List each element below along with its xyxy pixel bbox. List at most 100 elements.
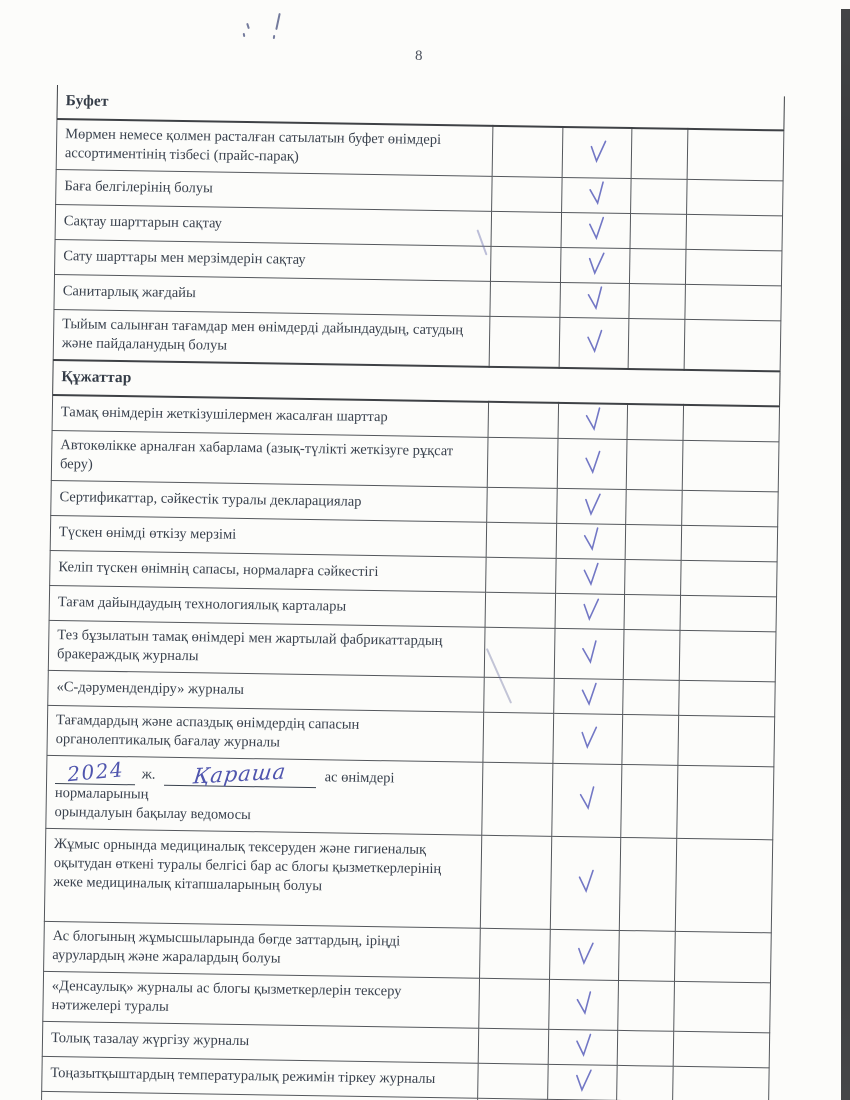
checklist-row: 2024 ж. Қараша ас өнімдері нормаларының … <box>45 755 774 840</box>
handwritten-checkmark-icon <box>585 407 600 432</box>
empty-cell <box>627 404 684 441</box>
handwritten-checkmark-icon <box>590 140 606 163</box>
handwritten-checkmark-icon <box>583 562 599 587</box>
check-cell <box>558 402 628 440</box>
empty-cell <box>680 595 777 632</box>
handwritten-checkmark-icon <box>586 329 602 353</box>
checklist-row: «Денсаулық» журналы ас блогы қызметкерле… <box>42 971 771 1033</box>
empty-cell <box>618 930 676 982</box>
checklist-row: Тоңазытқыштардың температуралық режимін … <box>41 1056 770 1100</box>
handwritten-year: 2024 <box>65 757 125 787</box>
row-label: Ас блогының жұмысшыларында бөгде заттард… <box>43 921 481 979</box>
empty-cell <box>630 213 687 250</box>
empty-cell <box>681 525 778 562</box>
empty-cell <box>628 283 686 320</box>
check-cell <box>559 317 629 370</box>
empty-cell <box>682 404 780 442</box>
empty-cell <box>685 249 783 286</box>
row-label: 2024 ж. Қараша ас өнімдері нормаларының … <box>45 755 483 836</box>
empty-cell <box>675 838 773 933</box>
checklist-body: Буфет Мөрмен немесе қолмен расталған саты… <box>40 85 785 1100</box>
checklist-row: Жұмыс орнында медициналық тексеруден жән… <box>44 828 773 933</box>
empty-cell <box>629 248 686 285</box>
handwritten-checkmark-icon <box>575 1033 591 1058</box>
empty-cell <box>674 931 772 983</box>
check-cell <box>555 558 626 595</box>
row-label: Мөрмен немесе қолмен расталған сатылатын… <box>56 119 493 177</box>
handwritten-checkmark-icon <box>588 181 604 206</box>
empty-cell <box>622 679 680 716</box>
handwritten-checkmark-icon <box>583 527 598 552</box>
empty-cell <box>626 439 683 491</box>
empty-cell <box>617 980 675 1032</box>
empty-cell <box>679 630 777 682</box>
check-cell <box>552 713 623 765</box>
empty-cell <box>684 319 781 372</box>
fill-in-blank-year: 2024 <box>55 757 136 787</box>
checklist-row: Сату шарттары мен мерзімдерін сақтау <box>54 239 783 286</box>
handwritten-month: Қараша <box>192 759 289 789</box>
checklist-row: Санитарлық жағдайы <box>53 274 782 321</box>
handwritten-checkmark-icon <box>577 941 594 965</box>
check-cell <box>548 1029 618 1066</box>
empty-cell <box>492 125 563 178</box>
empty-cell <box>481 762 553 837</box>
check-cell <box>553 678 624 715</box>
empty-cell <box>677 715 775 767</box>
empty-cell <box>485 557 557 594</box>
empty-cell <box>487 437 559 489</box>
checklist-row: Автокөлікке арналған хабарлама (азық-түл… <box>51 430 780 492</box>
page-number: 8 <box>415 48 423 64</box>
empty-cell <box>624 559 682 596</box>
empty-cell <box>630 178 688 215</box>
empty-cell <box>628 318 685 370</box>
empty-cell <box>624 594 681 631</box>
stray-ink-mark <box>272 34 276 40</box>
handwritten-checkmark-icon <box>587 286 602 311</box>
check-cell <box>551 763 622 838</box>
check-cell <box>547 1064 618 1100</box>
empty-cell <box>619 837 677 932</box>
check-cell <box>550 836 621 931</box>
empty-cell <box>687 128 784 181</box>
row-label: Тыйым салынған тағамдар мен өнімдерді да… <box>53 309 490 367</box>
empty-cell <box>616 1065 674 1100</box>
checklist-row: Келіп түскен өнімнің сапасы, нормаларға … <box>49 550 778 597</box>
checklist-row: Мөрмен немесе қолмен расталған сатылатын… <box>56 119 784 181</box>
row-label: Тез бұзылатын тамақ өнімдері мен жартыла… <box>48 620 486 678</box>
empty-cell <box>480 835 552 930</box>
check-cell <box>549 929 620 981</box>
empty-cell <box>490 246 562 283</box>
check-cell <box>559 282 630 319</box>
empty-cell <box>680 560 778 597</box>
row-label: Жұмыс орнында медициналық тексеруден жән… <box>44 828 482 929</box>
checklist-row: Тағамдардың және аспаздық өнімдердің сап… <box>46 705 775 767</box>
empty-cell <box>682 440 780 492</box>
checklist-row: Тамақ өнімдерін жеткізушілермен жасалған… <box>52 394 780 442</box>
fill-in-blank-month: Қараша <box>163 759 317 789</box>
empty-cell <box>625 489 683 526</box>
empty-cell <box>673 1031 770 1068</box>
checklist-row: Тыйым салынған тағамдар мен өнімдерді да… <box>53 309 781 372</box>
empty-cell <box>486 522 557 559</box>
empty-cell <box>489 281 561 318</box>
empty-cell <box>491 211 562 248</box>
empty-cell <box>617 1030 674 1067</box>
empty-cell <box>672 1066 770 1100</box>
check-cell <box>556 523 626 560</box>
empty-cell <box>621 714 679 766</box>
empty-cell <box>678 680 776 717</box>
empty-cell <box>482 712 554 764</box>
row-label: Автокөлікке арналған хабарлама (азық-түл… <box>51 430 489 488</box>
check-cell <box>562 126 632 179</box>
row-label: «Денсаулық» журналы ас блогы қызметкерле… <box>42 971 480 1029</box>
scanner-edge-shadow <box>841 9 850 1100</box>
handwritten-checkmark-icon <box>581 639 597 664</box>
handwritten-checkmark-icon <box>578 869 594 894</box>
empty-cell <box>676 765 774 840</box>
stray-ink-mark <box>242 32 246 38</box>
handwritten-checkmark-icon <box>584 450 600 474</box>
stray-ink-mark <box>275 12 281 31</box>
empty-cell <box>625 524 682 561</box>
